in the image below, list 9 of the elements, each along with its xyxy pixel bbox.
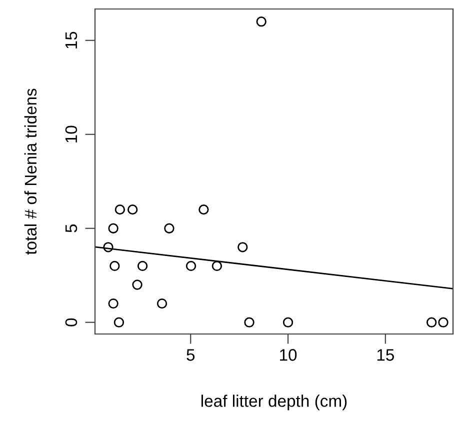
x-axis-title: leaf litter depth (cm)	[201, 394, 347, 410]
x-tick-label: 5	[186, 349, 195, 361]
y-tick-label: 15	[65, 32, 78, 48]
x-tick-label: 15	[377, 349, 394, 361]
x-tick-label: 10	[280, 349, 297, 361]
y-tick-label: 10	[65, 126, 78, 142]
y-axis-title: total # of Nenia tridens	[24, 88, 37, 255]
y-tick-label: 5	[65, 224, 78, 232]
y-tick-label: 0	[65, 318, 78, 326]
